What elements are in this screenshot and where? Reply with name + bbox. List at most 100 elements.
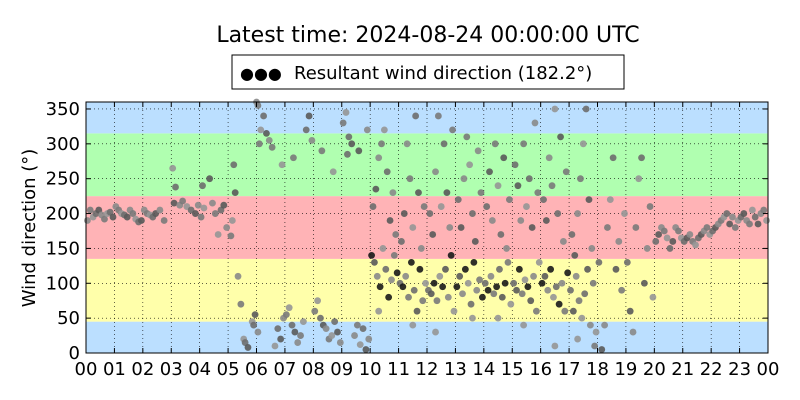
data-point [156, 206, 164, 214]
data-point [403, 140, 411, 148]
data-point [518, 290, 526, 298]
data-point [443, 189, 451, 197]
data-point [362, 346, 370, 353]
data-point [339, 119, 347, 127]
data-point [726, 220, 734, 228]
data-point [598, 346, 606, 353]
data-point [200, 204, 208, 212]
data-point [618, 286, 626, 294]
data-point [473, 286, 481, 294]
data-point [760, 206, 768, 214]
data-point [257, 126, 265, 134]
x-tick-label: 01 [103, 359, 126, 380]
data-point [311, 307, 319, 315]
x-tick-label: 17 [558, 359, 581, 380]
data-point [545, 154, 553, 162]
data-point [487, 272, 495, 280]
data-point [268, 143, 276, 151]
data-point [271, 342, 279, 350]
data-point [290, 154, 297, 162]
data-point [459, 290, 466, 298]
data-point [444, 293, 452, 301]
data-point [419, 297, 427, 305]
data-point [461, 265, 469, 273]
data-point [413, 307, 421, 315]
data-point [530, 272, 537, 280]
data-point [409, 224, 417, 231]
data-point [481, 279, 489, 287]
x-tick-label: 02 [131, 359, 154, 380]
legend-label: Resultant wind direction (182.2°) [294, 63, 592, 84]
data-point [513, 286, 520, 294]
x-tick-label: 09 [330, 359, 353, 380]
data-point [84, 217, 91, 224]
data-point [206, 175, 214, 183]
data-point [378, 140, 385, 148]
data-point [433, 297, 441, 305]
legend-marker: ●●● [240, 64, 282, 83]
data-point [740, 210, 748, 217]
data-point [383, 168, 391, 176]
data-point [399, 283, 407, 291]
data-point [329, 168, 337, 176]
data-point [748, 206, 756, 214]
data-point [172, 183, 179, 191]
data-point [511, 161, 519, 169]
data-point [328, 332, 336, 339]
data-point [763, 217, 770, 224]
data-point [586, 321, 594, 329]
x-tick-label: 22 [700, 359, 723, 380]
data-point [632, 224, 640, 231]
data-point [507, 300, 515, 308]
data-point [542, 217, 550, 224]
data-point [484, 286, 492, 294]
data-point [417, 245, 425, 252]
data-point [497, 231, 505, 238]
data-point [355, 147, 363, 155]
x-tick-label: 05 [217, 359, 240, 380]
data-point [393, 269, 401, 277]
data-point [754, 220, 762, 228]
data-point [629, 328, 637, 336]
data-point [460, 175, 468, 183]
y-tick-label: 300 [46, 134, 80, 155]
data-point [494, 182, 502, 190]
data-point [398, 238, 405, 245]
data-point [649, 293, 657, 301]
data-point [446, 224, 454, 231]
data-point [488, 217, 496, 224]
data-point [379, 245, 387, 252]
x-axis: 00 01 02 03 04 05 06 07 08 09 10 11 12 13 14 15 16 17 18 19… [75, 102, 779, 380]
data-point [265, 136, 273, 144]
data-point [562, 168, 570, 176]
data-point [527, 297, 535, 305]
data-point [291, 328, 299, 336]
data-point [500, 154, 508, 162]
x-tick-label: 16 [529, 359, 552, 380]
data-point [466, 161, 474, 169]
data-point [547, 265, 555, 273]
data-point [254, 102, 262, 109]
data-point [372, 185, 380, 193]
y-tick-label: 0 [69, 343, 80, 364]
data-point [503, 245, 510, 252]
data-point [386, 217, 394, 224]
data-point [534, 189, 542, 197]
data-point [572, 272, 580, 280]
data-point [531, 119, 539, 127]
data-point [571, 251, 579, 259]
data-point [406, 175, 414, 183]
data-point [621, 210, 628, 217]
data-point [227, 232, 235, 240]
data-point [692, 241, 699, 249]
data-point [550, 293, 557, 301]
data-point [422, 279, 429, 287]
data-point [606, 196, 614, 204]
data-point [375, 307, 383, 315]
data-point [299, 318, 307, 326]
data-point [609, 154, 617, 162]
data-point [589, 279, 597, 287]
data-point [282, 311, 290, 319]
data-point [523, 203, 530, 210]
